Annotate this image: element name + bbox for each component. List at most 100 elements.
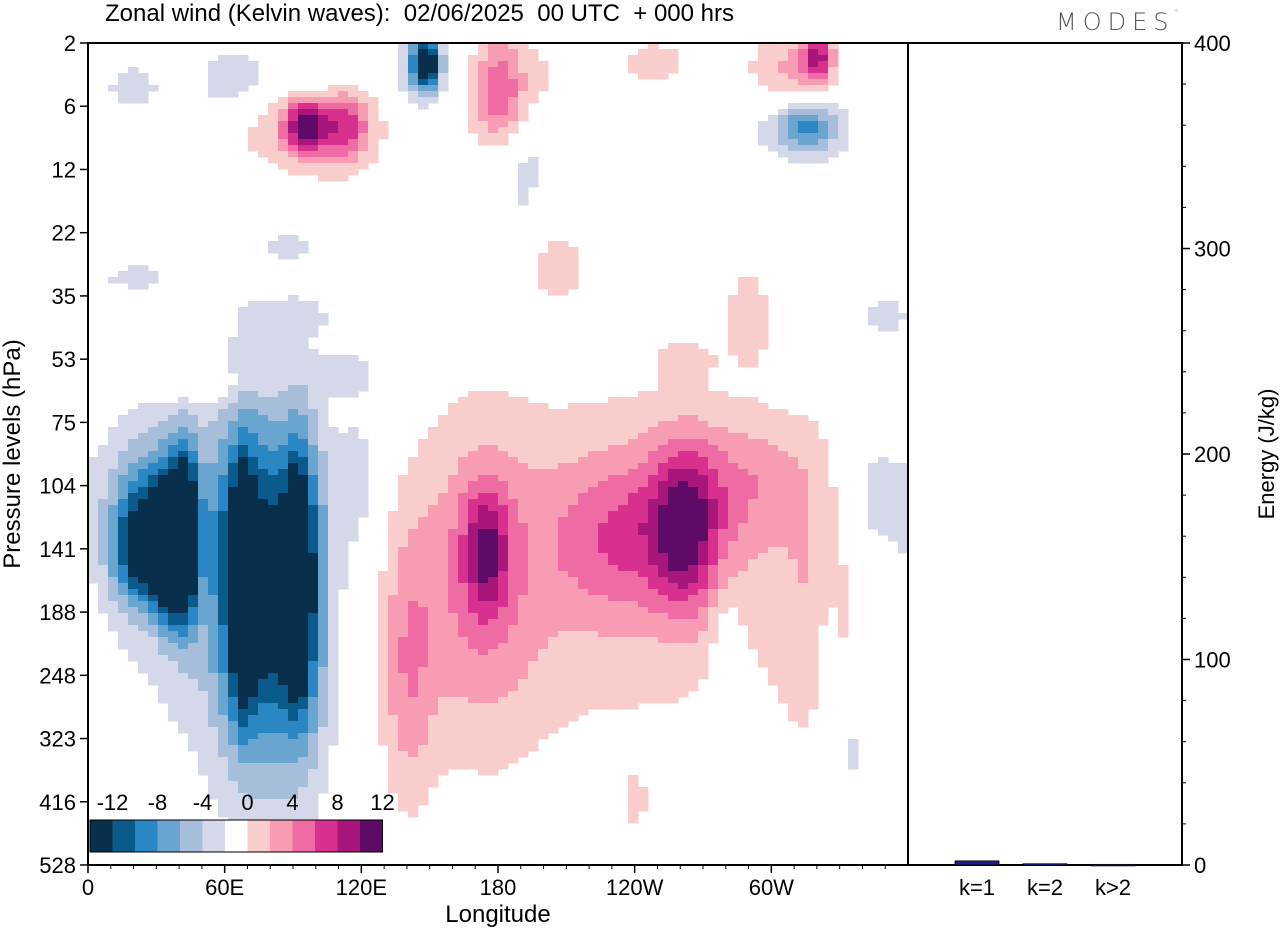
heatmap-cell (448, 673, 459, 680)
heatmap-cell (648, 475, 659, 482)
heatmap-cell (238, 367, 249, 374)
heatmap-cell (148, 421, 159, 428)
heatmap-cell (88, 535, 99, 542)
heatmap-cell (388, 787, 399, 794)
heatmap-cell (288, 349, 299, 356)
heatmap-cell (278, 103, 289, 110)
heatmap-cell (298, 445, 309, 452)
heatmap-cell (698, 505, 709, 512)
heatmap-cell (898, 463, 909, 470)
heatmap-cell (148, 661, 159, 668)
heatmap-cell (238, 493, 249, 500)
heatmap-cell (428, 547, 439, 554)
heatmap-cell (308, 799, 319, 806)
heatmap-cell (418, 457, 429, 464)
heatmap-cell (128, 625, 139, 632)
heatmap-cell (538, 433, 549, 440)
heatmap-cell (568, 271, 579, 278)
heatmap-cell (628, 403, 639, 410)
heatmap-cell (568, 691, 579, 698)
heatmap-cell (288, 331, 299, 338)
heatmap-cell (468, 613, 479, 620)
heatmap-cell (698, 649, 709, 656)
heatmap-cell (418, 703, 429, 710)
heatmap-cell (378, 619, 389, 626)
heatmap-cell (288, 595, 299, 602)
heatmap-cell (398, 799, 409, 806)
heatmap-cell (418, 727, 429, 734)
heatmap-cell (268, 361, 279, 368)
heatmap-cell (528, 745, 539, 752)
heatmap-cell (338, 553, 349, 560)
heatmap-cell (478, 487, 489, 494)
heatmap-cell (678, 679, 689, 686)
heatmap-cell (208, 643, 219, 650)
heatmap-cell (528, 73, 539, 80)
heatmap-cell (238, 511, 249, 518)
heatmap-cell (508, 421, 519, 428)
heatmap-cell (258, 391, 269, 398)
heatmap-cell (828, 133, 839, 140)
heatmap-cell (608, 679, 619, 686)
heatmap-cell (578, 589, 589, 596)
heatmap-cell (478, 91, 489, 98)
heatmap-cell (238, 391, 249, 398)
heatmap-cell (598, 541, 609, 548)
heatmap-cell (528, 49, 539, 56)
heatmap-cell (438, 559, 449, 566)
heatmap-cell (728, 541, 739, 548)
heatmap-cell (228, 601, 239, 608)
heatmap-cell (338, 523, 349, 530)
heatmap-cell (478, 499, 489, 506)
heatmap-cell (408, 589, 419, 596)
heatmap-cell (808, 523, 819, 530)
heatmap-cell (198, 577, 209, 584)
heatmap-cell (278, 151, 289, 158)
heatmap-cell (578, 649, 589, 656)
heatmap-cell (428, 43, 439, 50)
heatmap-cell (478, 577, 489, 584)
heatmap-cell (188, 619, 199, 626)
heatmap-cell (248, 619, 259, 626)
heatmap-cell (478, 103, 489, 110)
heatmap-cell (508, 433, 519, 440)
heatmap-cell (798, 55, 809, 62)
heatmap-cell (268, 325, 279, 332)
heatmap-cell (278, 559, 289, 566)
heatmap-cell (508, 511, 519, 518)
heatmap-cell (188, 733, 199, 740)
heatmap-cell (438, 571, 449, 578)
heatmap-cell (658, 673, 669, 680)
heatmap-cell (138, 265, 149, 272)
heatmap-cell (598, 703, 609, 710)
heatmap-cell (628, 481, 639, 488)
heatmap-cell (388, 667, 399, 674)
heatmap-cell (248, 613, 259, 620)
heatmap-cell (898, 535, 909, 542)
heatmap-cell (588, 493, 599, 500)
heatmap-cell (298, 355, 309, 362)
heatmap-cell (698, 385, 709, 392)
heatmap-cell (188, 661, 199, 668)
heatmap-cell (188, 613, 199, 620)
heatmap-cell (638, 481, 649, 488)
heatmap-cell (658, 565, 669, 572)
heatmap-cell (128, 73, 139, 80)
heatmap-cell (488, 109, 499, 116)
heatmap-cell (678, 661, 689, 668)
heatmap-cell (598, 571, 609, 578)
heatmap-cell (158, 643, 169, 650)
heatmap-cell (798, 685, 809, 692)
heatmap-cell (618, 667, 629, 674)
heatmap-cell (888, 469, 899, 476)
x-tick-label: 60W (749, 875, 794, 900)
heatmap-cell (608, 691, 619, 698)
heatmap-cell (328, 517, 339, 524)
heatmap-cell (348, 367, 359, 374)
heatmap-cell (438, 463, 449, 470)
heatmap-cell (418, 709, 429, 716)
heatmap-cell (488, 733, 499, 740)
heatmap-cell (798, 703, 809, 710)
heatmap-cell (208, 541, 219, 548)
heatmap-cell (328, 157, 339, 164)
